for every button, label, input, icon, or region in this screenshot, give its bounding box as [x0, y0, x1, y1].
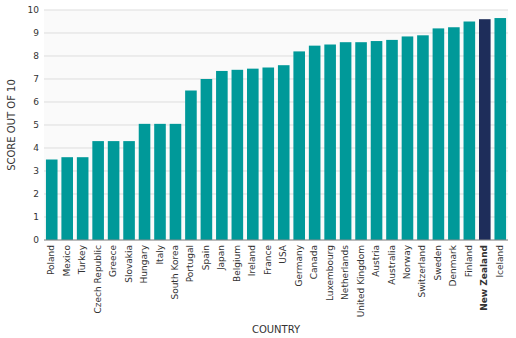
bar [201, 79, 213, 240]
bar [185, 91, 197, 241]
bar [402, 36, 414, 240]
y-tick-label: 10 [28, 5, 40, 15]
bar [216, 71, 228, 240]
x-tick-label: Turkey [77, 244, 87, 275]
bar [371, 41, 383, 240]
y-tick-label: 3 [33, 166, 39, 176]
grid-line [44, 10, 508, 11]
y-tick-label: 5 [33, 120, 39, 130]
x-tick-label: Sweden [433, 245, 443, 281]
x-tick-label: Germany [294, 244, 304, 286]
x-tick-label: Italy [155, 244, 165, 264]
bar [92, 141, 104, 240]
bar [170, 124, 182, 240]
x-tick-label: New Zealand [479, 245, 489, 311]
grid-line [44, 240, 508, 241]
bars [46, 18, 506, 240]
x-tick-label: Belgium [232, 245, 242, 282]
x-tick-label: Slovakia [124, 245, 134, 283]
x-tick-label: Switzerland [417, 245, 427, 298]
grid [44, 10, 508, 240]
y-tick-label: 8 [33, 51, 39, 61]
x-tick-label: Luxembourg [325, 245, 335, 301]
bar [293, 51, 305, 240]
x-tick-label: United Kingdom [356, 245, 366, 317]
x-tick-label: Norway [402, 244, 412, 279]
bar [309, 46, 321, 240]
x-tick-label: Poland [46, 245, 56, 275]
x-tick-label: Iceland [495, 245, 505, 278]
bar [77, 157, 89, 240]
bar [464, 22, 476, 241]
bar [139, 124, 151, 240]
bar [324, 45, 336, 241]
bar [448, 27, 460, 240]
y-tick-label: 4 [33, 143, 39, 153]
bar [154, 124, 166, 240]
bar [494, 18, 506, 240]
bar [355, 42, 367, 240]
plot-background [44, 10, 508, 240]
x-tick-label: Austria [371, 245, 381, 277]
bar [278, 65, 290, 240]
x-tick-label: Finland [464, 245, 474, 277]
bar [386, 40, 398, 240]
bar [417, 35, 429, 240]
x-axis-label: COUNTRY [252, 324, 301, 335]
bar [479, 19, 491, 240]
x-tick-label: South Korea [170, 245, 180, 300]
x-tick-label: Hungary [139, 244, 149, 283]
bar [61, 157, 73, 240]
bar [123, 141, 135, 240]
bar [46, 160, 58, 241]
x-tick-label: Mexico [62, 245, 72, 277]
bar [433, 28, 445, 240]
y-tick-label: 7 [33, 74, 39, 84]
bar [262, 68, 274, 241]
x-tick-label: Portugal [185, 245, 195, 282]
x-tick-label: France [263, 245, 273, 275]
x-tick-label: Greece [108, 245, 118, 277]
x-tick-label: Czech Republic [93, 245, 103, 314]
x-tick-label: Australia [387, 245, 397, 285]
x-tick-label: Netherlands [340, 245, 350, 300]
bar [232, 70, 244, 240]
bar [340, 42, 352, 240]
y-tick-label: 6 [33, 97, 39, 107]
x-tick-label: Spain [201, 245, 211, 270]
x-tick-label: Denmark [448, 244, 458, 286]
x-tick-label: USA [278, 244, 288, 263]
bar [108, 141, 120, 240]
y-tick-label: 2 [33, 189, 39, 199]
y-tick-label: 0 [33, 235, 39, 245]
x-tick-label: Japan [216, 245, 226, 271]
bar [247, 69, 259, 240]
x-tick-label: Ireland [247, 245, 257, 276]
x-tick-label: Canada [309, 245, 319, 279]
y-axis-label: SCORE OUT OF 10 [6, 79, 17, 171]
x-axis-line [44, 240, 508, 241]
chart: 0 1 2 3 4 5 6 7 8 9 10 Poland Mexico Turkey Czech Repu… [0, 0, 516, 338]
y-tick-label: 1 [33, 212, 39, 222]
y-tick-label: 9 [33, 28, 39, 38]
